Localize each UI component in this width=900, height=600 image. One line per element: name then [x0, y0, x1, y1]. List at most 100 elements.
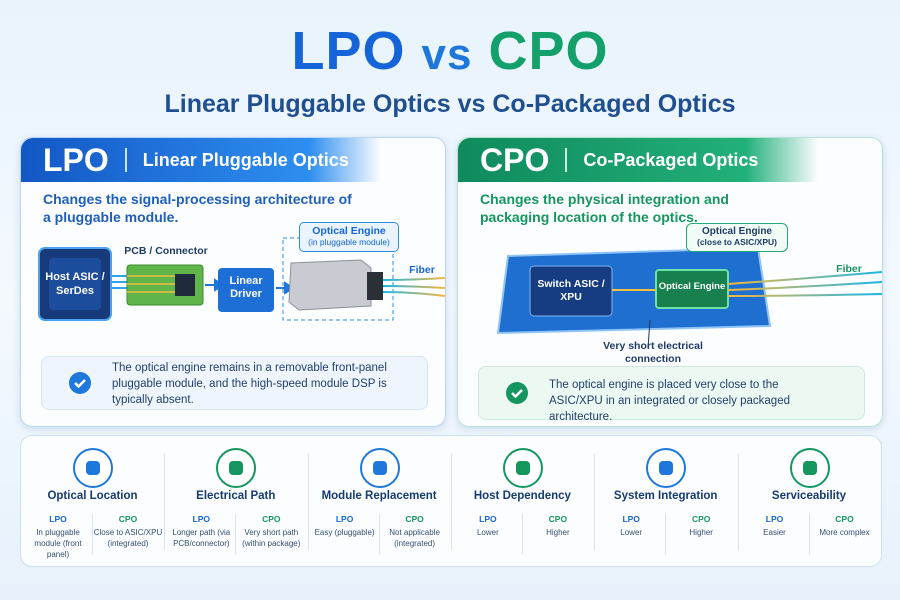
lpo-value: Lower: [620, 528, 643, 537]
inner-divider: [665, 514, 667, 554]
column-title: Electrical Path: [196, 490, 276, 502]
pcb-label: PCB / Connector: [124, 245, 208, 257]
lpo-name: Linear Pluggable Optics: [142, 149, 349, 170]
inner-divider: [521, 514, 523, 554]
comparison-column: Optical Location LPO CPO In pluggable modul…: [21, 436, 164, 566]
icon: [789, 448, 830, 488]
engine-callout: Optical Engine (close to ASIC/XPU): [686, 223, 788, 252]
lpo-value: Easier: [763, 528, 786, 537]
engine-chip-label: Optical Engine: [658, 281, 726, 292]
lpo-abbr: LPO: [43, 141, 109, 178]
inner-divider: [92, 514, 93, 554]
comparison-panel: Optical Location LPO CPO In pluggable modul…: [20, 435, 882, 567]
comparison-column: Serviceability LPO CPO Easier More complex: [737, 436, 881, 566]
comparison-column: System Integration LPO CPO Lower Higher: [594, 436, 737, 566]
cpo-label: CPO: [835, 514, 854, 524]
divider: [124, 148, 127, 172]
cpo-diagram: [496, 246, 882, 348]
icon: [359, 448, 400, 488]
cpo-summary: Changes the physical integration and pac…: [480, 191, 729, 225]
column-divider: [307, 454, 309, 550]
title: LPO vs CPO: [0, 20, 900, 82]
lpo-value: In pluggable module (front panel): [34, 528, 82, 559]
lpo-header: LPO Linear Pluggable Optics: [21, 138, 381, 182]
comparison-column: Module Replacement LPO CPO Easy (pluggable)…: [307, 436, 451, 566]
cpo-label: CPO: [691, 514, 711, 524]
lpo-summary: Changes the signal-processing architectu…: [43, 191, 352, 225]
lpo-label: LPO: [765, 514, 784, 524]
title-vs: vs: [421, 30, 473, 79]
column-title: Serviceability: [771, 490, 847, 502]
cpo-value: Higher: [546, 528, 570, 537]
driver-box: [218, 268, 274, 312]
inner-divider: [235, 514, 237, 554]
lpo-label: LPO: [335, 514, 354, 524]
column-title: System Integration: [613, 490, 718, 502]
lpo-note: The optical engine remains in a removabl…: [41, 356, 428, 410]
lpo-label: LPO: [479, 514, 497, 524]
column-divider: [164, 454, 166, 550]
lpo-label: LPO: [192, 514, 211, 524]
cpo-note-text: The optical engine is placed very close …: [549, 379, 790, 423]
engine-callout: Optical Engine (in pluggable module): [299, 222, 399, 252]
host-label: Host ASIC / SerDes: [45, 271, 105, 297]
cpo-label: CPO: [118, 514, 138, 524]
engine-callout-note: (close to ASIC/XPU): [697, 237, 777, 247]
cpo-header: CPO Co-Packaged Optics: [458, 138, 818, 182]
lpo-label: LPO: [622, 514, 640, 524]
lpo-value: Longer path (via PCB/connector): [172, 528, 231, 548]
driver-label: Linear Driver: [229, 275, 263, 300]
title-lpo: LPO: [291, 21, 406, 81]
check-icon: [506, 382, 528, 404]
subtitle: Linear Pluggable Optics vs Co-Packaged O…: [164, 90, 736, 118]
column-title: Module Replacement: [321, 490, 437, 502]
icon-dot: [802, 461, 817, 475]
cpo-note: The optical engine is placed very close …: [478, 366, 865, 423]
icon-dot: [372, 461, 387, 475]
cpo-value: Very short path (within package): [242, 528, 301, 548]
cpo-value: More complex: [819, 528, 870, 537]
cpo-panel: CPO Co-Packaged Optics Changes the physic…: [457, 137, 883, 427]
column-divider: [450, 454, 452, 550]
cpo-name: Co-Packaged Optics: [583, 149, 759, 170]
icon: [216, 448, 257, 488]
icon: [646, 448, 687, 488]
inner-divider: [808, 514, 810, 554]
cpo-value: Close to ASIC/XPU (integrated): [93, 528, 163, 548]
fiber-label: Fiber: [409, 264, 435, 276]
icon-dot: [515, 461, 530, 475]
cpo-abbr: CPO: [480, 141, 550, 178]
title-cpo: CPO: [488, 21, 609, 81]
divider: [565, 148, 568, 172]
lpo-value: Easy (pluggable): [314, 528, 375, 537]
cpo-value: Higher: [689, 528, 713, 537]
connection-label: Very short electrical connection: [603, 340, 703, 365]
icon-dot: [229, 461, 244, 475]
comparison-column: Electrical Path LPO CPO Longer path (via PC…: [164, 436, 307, 566]
engine-callout-label: Optical Engine: [701, 226, 772, 237]
asic-label: Switch ASIC / XPU: [537, 278, 605, 303]
cpo-value: Not applicable (integrated): [389, 528, 440, 548]
column-title: Host Dependency: [473, 490, 571, 502]
cpo-label: CPO: [548, 514, 568, 524]
check-icon: [69, 372, 91, 394]
lpo-label: LPO: [49, 514, 67, 524]
lpo-diagram: [38, 237, 445, 321]
cpo-label: CPO: [405, 514, 424, 524]
engine-label: Optical Engine: [312, 225, 386, 237]
icon: [502, 448, 543, 488]
icon-dot: [86, 461, 100, 475]
fiber-label: Fiber: [836, 263, 862, 275]
lpo-panel: LPO Linear Pluggable Optics Changes the s…: [20, 137, 446, 427]
icon: [73, 448, 113, 488]
column-divider: [737, 454, 739, 550]
column-divider: [594, 454, 596, 550]
column-title: Optical Location: [47, 490, 138, 502]
engine-note: (in pluggable module): [308, 237, 390, 247]
icon-dot: [659, 461, 674, 475]
lpo-note-text: The optical engine remains in a removabl…: [112, 362, 387, 406]
inner-divider: [378, 514, 380, 554]
comparison-column: Host Dependency LPO CPO Lower Higher: [450, 436, 594, 566]
lpo-value: Lower: [476, 528, 499, 537]
